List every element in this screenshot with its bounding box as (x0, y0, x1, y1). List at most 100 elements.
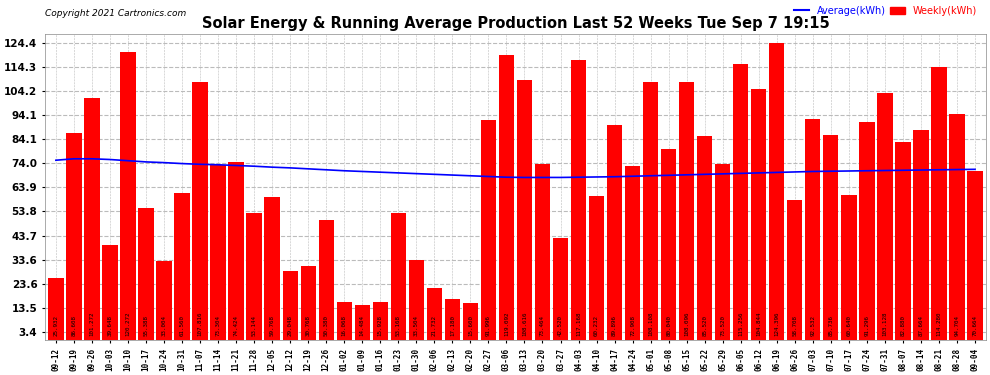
Bar (462, 303, 478, 340)
Text: 89.896: 89.896 (612, 315, 617, 336)
Bar (211, 165, 226, 340)
Text: 91.996: 91.996 (486, 315, 491, 336)
Text: 72.908: 72.908 (630, 315, 636, 336)
Text: 82.880: 82.880 (901, 315, 906, 336)
Bar (859, 122, 874, 340)
Text: 15.928: 15.928 (378, 315, 383, 336)
Text: 94.704: 94.704 (954, 315, 959, 336)
Text: 124.396: 124.396 (774, 312, 779, 336)
Bar (805, 119, 821, 340)
Bar (715, 164, 731, 340)
Text: 108.616: 108.616 (522, 312, 527, 336)
Bar (301, 267, 316, 340)
Text: 74.424: 74.424 (234, 315, 239, 336)
Text: 30.768: 30.768 (306, 315, 311, 336)
Bar (571, 60, 586, 340)
Text: 120.272: 120.272 (126, 312, 131, 336)
Text: 53.168: 53.168 (396, 315, 401, 336)
Text: 60.640: 60.640 (846, 315, 851, 336)
Text: 50.380: 50.380 (324, 315, 329, 336)
Bar (427, 288, 442, 340)
Bar (229, 162, 244, 340)
Bar (282, 271, 298, 340)
Bar (895, 142, 911, 340)
Text: 14.484: 14.484 (359, 315, 364, 336)
Bar (552, 238, 568, 340)
Text: 107.816: 107.816 (198, 312, 203, 336)
Bar (49, 278, 63, 340)
Bar (517, 80, 532, 340)
Text: 29.048: 29.048 (288, 315, 293, 336)
Bar (661, 148, 676, 340)
Bar (967, 171, 983, 340)
Text: 103.128: 103.128 (882, 312, 887, 336)
Bar (66, 133, 81, 340)
Text: 92.532: 92.532 (811, 315, 816, 336)
Text: 16.068: 16.068 (342, 315, 346, 336)
Bar (264, 197, 280, 340)
Text: 108.108: 108.108 (648, 312, 653, 336)
Text: 55.388: 55.388 (144, 315, 148, 336)
Bar (247, 213, 261, 340)
Bar (787, 200, 803, 340)
Bar (409, 260, 424, 340)
Text: 85.736: 85.736 (829, 315, 834, 336)
Text: 39.648: 39.648 (108, 315, 113, 336)
Text: 17.180: 17.180 (449, 315, 454, 336)
Bar (589, 196, 604, 340)
Text: 33.004: 33.004 (161, 315, 166, 336)
Text: 91.296: 91.296 (864, 315, 869, 336)
Text: 25.932: 25.932 (53, 315, 58, 336)
Bar (174, 193, 190, 340)
Text: 73.464: 73.464 (540, 315, 545, 336)
Bar (192, 82, 208, 340)
Bar (842, 195, 856, 340)
Text: 15.600: 15.600 (468, 315, 473, 336)
Bar (535, 164, 550, 340)
Text: 86.608: 86.608 (71, 315, 76, 336)
Text: 33.504: 33.504 (414, 315, 419, 336)
Text: 80.040: 80.040 (666, 315, 671, 336)
Bar (156, 261, 171, 340)
Text: 117.168: 117.168 (576, 312, 581, 336)
Bar (481, 120, 496, 340)
Bar (949, 114, 964, 340)
Text: 115.256: 115.256 (739, 312, 743, 336)
Legend: Average(kWh), Weekly(kWh): Average(kWh), Weekly(kWh) (790, 2, 981, 20)
Bar (914, 130, 929, 340)
Text: 60.232: 60.232 (594, 315, 599, 336)
Bar (319, 220, 334, 340)
Text: 119.092: 119.092 (504, 312, 509, 336)
Bar (625, 166, 641, 340)
Bar (877, 93, 893, 340)
Bar (372, 302, 388, 340)
Text: 87.664: 87.664 (919, 315, 924, 336)
Text: 85.520: 85.520 (702, 315, 707, 336)
Bar (84, 98, 100, 340)
Text: 114.280: 114.280 (937, 312, 941, 336)
Text: 73.304: 73.304 (216, 315, 221, 336)
Bar (932, 67, 946, 340)
Bar (354, 305, 370, 340)
Text: 70.664: 70.664 (972, 315, 977, 336)
Bar (102, 245, 118, 340)
Bar (769, 43, 784, 340)
Bar (607, 125, 623, 340)
Bar (751, 89, 766, 340)
Text: 53.144: 53.144 (251, 315, 256, 336)
Text: 108.096: 108.096 (684, 312, 689, 336)
Text: 42.520: 42.520 (558, 315, 563, 336)
Text: 58.708: 58.708 (792, 315, 797, 336)
Bar (733, 64, 748, 340)
Bar (121, 53, 136, 340)
Text: Copyright 2021 Cartronics.com: Copyright 2021 Cartronics.com (46, 9, 186, 18)
Bar (679, 81, 694, 340)
Title: Solar Energy & Running Average Production Last 52 Weeks Tue Sep 7 19:15: Solar Energy & Running Average Productio… (202, 16, 830, 32)
Text: 21.732: 21.732 (432, 315, 437, 336)
Bar (697, 135, 713, 340)
Bar (643, 81, 658, 340)
Bar (391, 213, 406, 340)
Bar (499, 55, 514, 340)
Bar (823, 135, 839, 340)
Bar (337, 302, 351, 340)
